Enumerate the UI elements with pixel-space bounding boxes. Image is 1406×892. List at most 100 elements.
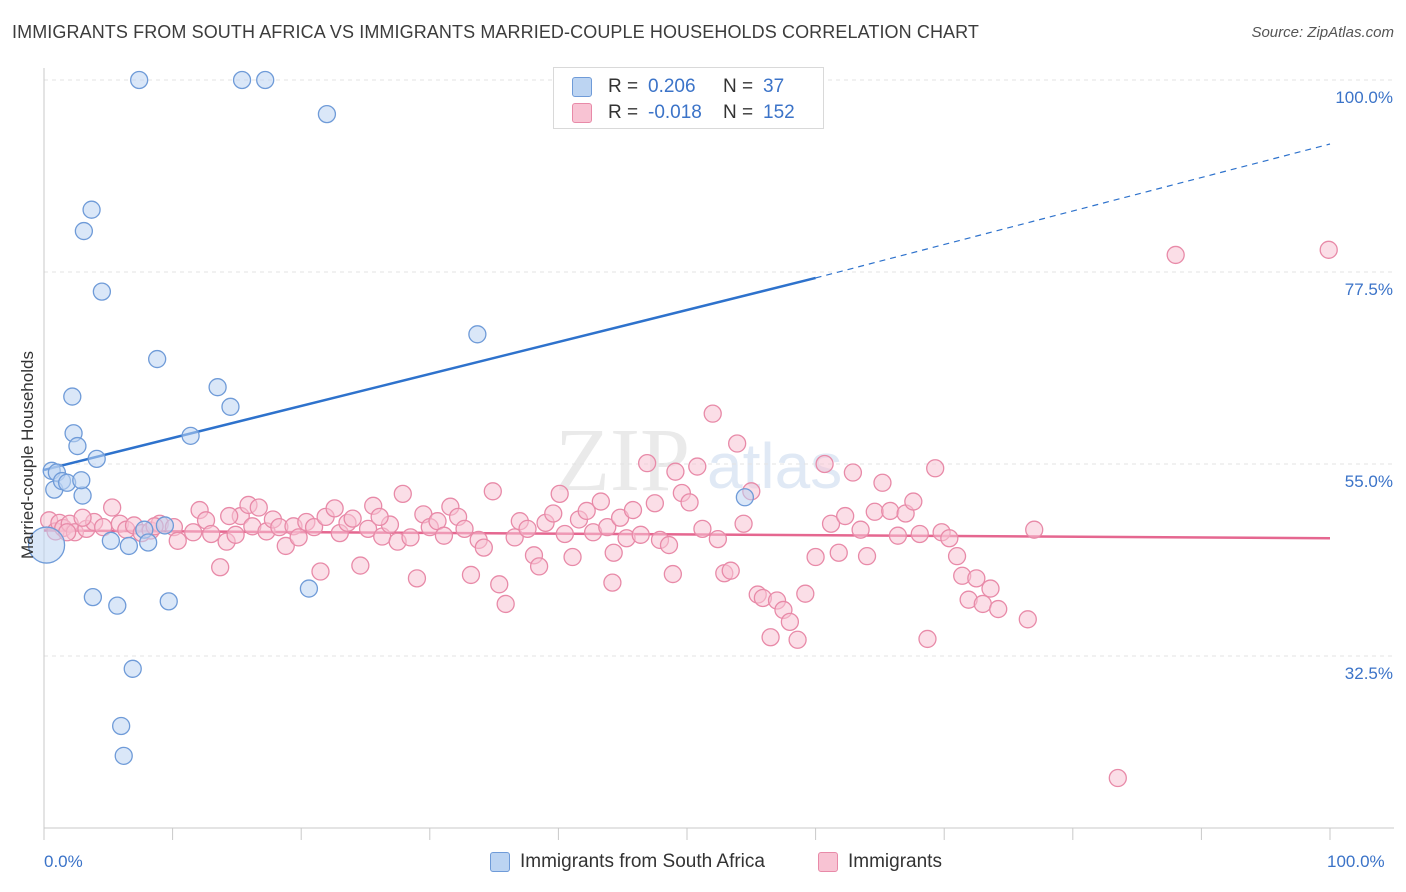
point-immigrants <box>276 536 295 556</box>
point-immigrants <box>637 453 657 473</box>
point-immigrants <box>211 558 230 577</box>
point-south-africa <box>82 200 101 219</box>
point-immigrants <box>888 526 908 545</box>
point-immigrants <box>604 543 623 562</box>
point-south-africa <box>83 587 103 607</box>
point-immigrants <box>343 509 362 528</box>
point-immigrants <box>796 584 815 603</box>
y-tick-label: 32.5% <box>1344 664 1393 683</box>
chart-title: IMMIGRANTS FROM SOUTH AFRICA VS IMMIGRAN… <box>12 22 980 42</box>
blue-swatch <box>572 77 592 97</box>
point-immigrants <box>904 492 923 511</box>
point-south-africa <box>155 516 175 535</box>
y-tick-label: 100.0% <box>1335 88 1393 107</box>
point-south-africa <box>63 387 82 406</box>
y-tick-label: 77.5% <box>1344 280 1393 299</box>
point-immigrants <box>1025 520 1044 539</box>
point-immigrants <box>688 457 707 476</box>
x-tick-label-min: 0.0% <box>44 852 83 871</box>
point-immigrants <box>836 506 855 526</box>
point-immigrants <box>881 501 900 521</box>
point-immigrants <box>304 517 324 537</box>
point-immigrants <box>829 543 848 562</box>
legend-item-immigrants[interactable]: Immigrants <box>818 851 942 873</box>
point-south-africa <box>232 70 252 90</box>
point-immigrants <box>693 519 712 539</box>
pink-swatch <box>572 103 592 123</box>
point-immigrants <box>603 573 622 592</box>
point-immigrants <box>311 562 330 581</box>
n-value: 152 <box>763 102 795 123</box>
pink-swatch <box>818 852 838 872</box>
point-south-africa <box>101 531 121 550</box>
point-immigrants <box>680 493 699 512</box>
point-south-africa <box>108 596 127 615</box>
point-immigrants <box>873 473 892 492</box>
point-immigrants <box>325 499 344 518</box>
point-immigrants <box>721 561 740 580</box>
point-immigrants <box>780 612 800 632</box>
point-immigrants <box>918 629 937 649</box>
point-south-africa <box>27 526 66 564</box>
point-immigrants <box>857 547 877 566</box>
point-immigrants <box>490 575 509 594</box>
point-immigrants <box>806 547 825 567</box>
point-immigrants <box>73 508 92 527</box>
point-immigrants <box>865 502 884 521</box>
point-immigrants <box>910 524 929 544</box>
point-south-africa <box>119 536 139 556</box>
watermark-zip: ZIP <box>555 411 690 510</box>
legend-item-south-africa[interactable]: Immigrants from South Africa <box>490 851 765 873</box>
point-immigrants <box>663 564 683 584</box>
point-immigrants <box>184 523 203 542</box>
n-value: 37 <box>763 76 785 97</box>
point-immigrants <box>659 535 679 555</box>
point-immigrants <box>926 459 945 478</box>
data-points <box>27 70 1338 788</box>
point-immigrants <box>645 494 664 513</box>
point-immigrants <box>474 538 493 557</box>
point-immigrants <box>505 528 524 547</box>
point-south-africa <box>87 449 106 469</box>
point-immigrants <box>226 525 245 544</box>
point-immigrants <box>1108 768 1127 788</box>
point-immigrants <box>761 628 780 647</box>
point-south-africa <box>468 325 487 344</box>
point-south-africa <box>114 746 133 765</box>
point-south-africa <box>256 70 275 90</box>
point-immigrants <box>728 434 747 453</box>
point-immigrants <box>550 484 569 504</box>
trend-line-south-africa <box>43 276 816 472</box>
point-immigrants <box>1166 245 1185 265</box>
point-immigrants <box>370 507 389 527</box>
point-immigrants <box>393 484 412 504</box>
blue-swatch <box>490 852 510 872</box>
point-immigrants <box>598 517 617 537</box>
n-label: N = <box>723 76 754 97</box>
point-south-africa <box>72 471 91 490</box>
point-immigrants <box>455 519 474 539</box>
point-south-africa <box>123 659 142 678</box>
point-immigrants <box>518 519 537 539</box>
point-south-africa <box>92 282 112 301</box>
axes <box>43 68 1394 840</box>
point-immigrants <box>358 519 378 539</box>
stats-legend-row-immigrants: R = -0.018 N = 152 <box>572 101 795 125</box>
point-immigrants <box>843 463 863 482</box>
point-immigrants <box>103 498 122 517</box>
point-immigrants <box>1319 240 1338 259</box>
r-value: -0.018 <box>648 102 702 123</box>
point-south-africa <box>735 488 755 507</box>
point-immigrants <box>483 482 502 501</box>
point-immigrants <box>351 556 370 575</box>
point-south-africa <box>73 486 92 505</box>
y-axis-title: Married-couple Households <box>18 351 37 559</box>
r-value: 0.206 <box>648 76 696 97</box>
point-south-africa <box>130 70 149 90</box>
trend-extension-south-africa <box>815 143 1331 279</box>
point-immigrants <box>401 528 420 547</box>
point-immigrants <box>623 500 643 520</box>
point-immigrants <box>989 599 1008 619</box>
legend-label: Immigrants <box>848 851 942 872</box>
